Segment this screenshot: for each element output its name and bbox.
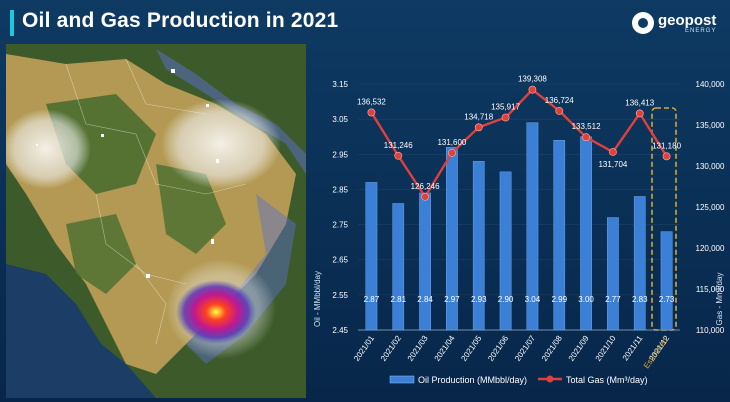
- y2-tick-label: 115,000: [696, 285, 725, 294]
- gas-point: [501, 113, 510, 122]
- x-tick-label: 2021/07: [513, 334, 537, 363]
- geopost-logo: geopost ENERGY: [632, 12, 716, 34]
- oil-bar-label: 2.83: [632, 295, 648, 304]
- logo-subtext: ENERGY: [685, 27, 717, 34]
- y2-tick-label: 130,000: [696, 162, 725, 171]
- x-tick-label: 2021/02: [379, 334, 403, 363]
- oil-bar-label: 2.87: [364, 295, 380, 304]
- y-tick-label: 2.55: [332, 291, 348, 300]
- y2-tick-label: 140,000: [696, 80, 725, 89]
- oil-bar: [419, 192, 431, 331]
- y-tick-label: 2.95: [332, 150, 348, 159]
- gas-point-label: 126,246: [411, 182, 440, 191]
- gas-point: [635, 109, 644, 118]
- y-axis-label: Oil - MMbbl/day: [313, 271, 322, 327]
- oil-bar: [660, 231, 673, 331]
- x-tick-label: 2021/11: [621, 334, 645, 363]
- gas-point: [528, 85, 537, 94]
- oil-bar-label: 2.73: [659, 295, 675, 304]
- gas-point-label: 136,724: [545, 96, 574, 105]
- brazil-basin-map: [6, 44, 306, 398]
- legend-gas-label: Total Gas (Mm³/day): [566, 375, 648, 385]
- page-title: Oil and Gas Production in 2021: [22, 9, 339, 32]
- gas-point-label: 135,917: [491, 102, 520, 111]
- estimated-label: Estimated: [642, 336, 670, 370]
- gas-line: [370, 88, 668, 200]
- oil-bar: [365, 182, 378, 331]
- gas-point-label: 134,718: [464, 112, 493, 121]
- oil-bar-label: 2.93: [471, 295, 487, 304]
- y-tick-label: 2.45: [332, 326, 348, 335]
- gas-point: [662, 152, 671, 161]
- geopost-logo-icon: [632, 12, 654, 34]
- y-tick-label: 3.15: [332, 80, 348, 89]
- x-tick-label: 2021/10: [594, 334, 618, 363]
- oil-bar-label: 3.00: [578, 295, 594, 304]
- x-tick-label: 2021/05: [459, 334, 483, 363]
- oil-bar-label: 2.97: [444, 295, 460, 304]
- y2-tick-label: 125,000: [696, 203, 725, 212]
- logo-text: geopost: [658, 11, 717, 29]
- gas-point: [421, 192, 429, 201]
- oil-bar: [553, 140, 566, 331]
- gas-point: [609, 148, 617, 156]
- gas-point-label: 139,308: [518, 75, 547, 84]
- y2-axis-label: Gas - Mm³/day: [715, 273, 724, 326]
- gas-point-label: 131,600: [437, 138, 466, 147]
- x-tick-label: 2021/06: [486, 334, 510, 363]
- y-tick-label: 2.75: [332, 221, 348, 230]
- gas-point-label: 131,180: [652, 141, 681, 150]
- y2-tick-label: 120,000: [696, 244, 725, 253]
- gas-point-label: 131,704: [598, 160, 627, 169]
- gas-point: [394, 151, 403, 160]
- gas-point: [474, 123, 483, 132]
- x-tick-label: 2021/01: [352, 334, 376, 363]
- legend: Oil Production (MMbbl/day) Total Gas (Mm…: [389, 375, 648, 385]
- gas-point-label: 136,532: [357, 97, 386, 106]
- gas-point-label: 133,512: [572, 122, 601, 131]
- legend-oil-swatch: [389, 375, 415, 384]
- gas-point-label: 131,246: [384, 141, 413, 150]
- oil-bar-label: 3.04: [525, 295, 541, 304]
- title-accent-bar: [10, 10, 14, 36]
- legend-oil-label: Oil Production (MMbbl/day): [418, 375, 527, 385]
- oil-bar: [392, 203, 405, 331]
- legend-gas-marker: [546, 375, 554, 383]
- y2-tick-label: 135,000: [696, 121, 725, 130]
- oil-bar-label: 2.84: [417, 295, 433, 304]
- y-tick-label: 2.85: [332, 185, 348, 194]
- oil-bar: [472, 161, 485, 331]
- oil-bar-label: 2.77: [605, 295, 621, 304]
- gas-point: [448, 148, 456, 157]
- y2-tick-label: 110,000: [696, 326, 725, 335]
- y-tick-label: 2.65: [332, 256, 348, 265]
- x-tick-label: 2021/03: [406, 334, 430, 363]
- oil-bar: [499, 171, 512, 331]
- gas-point-label: 136,413: [625, 98, 654, 107]
- oil-bar-label: 2.81: [390, 295, 406, 304]
- oil-bar: [607, 217, 619, 331]
- oil-gas-chart: 2.87 2.81 2.84 2.97 2.93 2.90 3.04 2.99 3.00 2.77…: [313, 75, 725, 385]
- x-tick-label: 2021/09: [567, 334, 591, 363]
- x-tick-label: 2021/04: [433, 334, 457, 363]
- oil-bar: [446, 147, 458, 331]
- oil-bar-label: 2.90: [498, 295, 514, 304]
- x-tick-label: 2021/08: [540, 334, 564, 363]
- oil-bar: [526, 122, 539, 331]
- gas-point: [555, 106, 564, 115]
- oil-bar: [633, 196, 646, 331]
- y-tick-label: 3.05: [332, 115, 348, 124]
- gas-point: [582, 133, 590, 142]
- gas-point: [367, 108, 376, 117]
- oil-bar-label: 2.99: [551, 295, 567, 304]
